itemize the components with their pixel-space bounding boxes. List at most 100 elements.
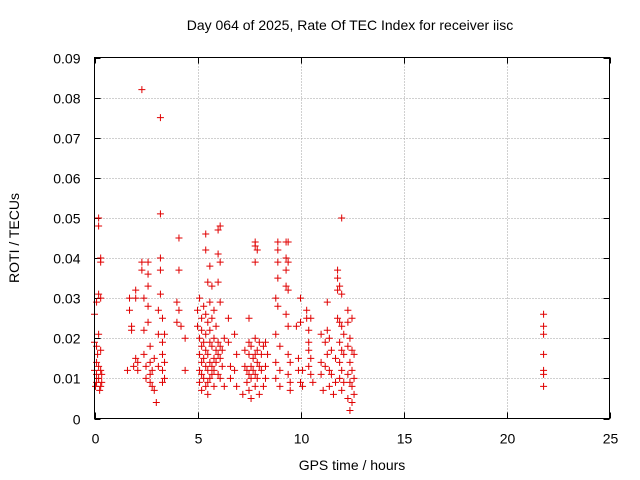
data-point [284,350,292,358]
data-point [156,266,164,274]
data-point [307,314,315,322]
data-point [175,266,183,274]
data-point [200,374,208,382]
data-point [214,338,222,346]
data-point [156,114,164,122]
data-point [216,222,224,230]
data-point [299,382,307,390]
data-point [196,350,204,358]
data-point [323,350,331,358]
data-point [284,238,292,246]
data-point [297,378,304,386]
data-point [253,374,261,382]
data-point [212,322,220,330]
data-point [245,386,253,394]
data-point [321,362,329,370]
data-point [97,382,105,390]
data-point [251,382,259,390]
data-point [292,322,300,330]
data-point [233,382,241,390]
data-point [323,298,331,306]
data-point [251,258,259,266]
data-point [249,354,257,362]
data-point [261,338,269,346]
data-point [152,398,160,406]
data-point [284,370,292,378]
data-point [251,334,259,342]
data-point [208,282,216,290]
data-point [158,338,166,346]
data-point [156,210,164,218]
data-point [346,334,354,342]
x-tick-label: 10 [294,431,310,447]
data-point [274,274,282,282]
data-point [126,306,134,314]
data-point [198,326,206,334]
data-point [204,278,212,286]
data-point [97,366,105,374]
data-point [233,350,241,358]
data-point [150,386,158,394]
data-point [95,362,103,370]
data-point [274,258,282,266]
data-point [200,338,208,346]
data-point [194,306,201,314]
data-point [156,290,164,298]
data-point [284,258,292,266]
data-point [216,258,224,266]
x-tick-label: 15 [397,431,413,447]
data-point [327,370,335,378]
data-point [305,338,313,346]
data-point [140,294,148,302]
plot-frame [94,57,610,419]
data-point [243,378,251,386]
data-point [348,346,356,354]
data-point [95,222,103,230]
data-point [231,366,239,374]
data-point [253,246,261,254]
y-tick-label: 0.01 [53,371,80,387]
data-point [245,350,253,358]
data-point [332,378,340,386]
data-point [540,350,548,358]
data-point [140,326,148,334]
data-point [350,350,358,358]
data-point [303,306,311,314]
data-point [150,354,158,362]
data-point [158,378,166,386]
data-point [340,350,348,358]
data-point [348,314,356,322]
data-point [540,382,548,390]
data-point [336,358,344,366]
chart-title: Day 064 of 2025, Rate Of TEC Index for r… [186,17,514,33]
data-point [282,254,290,262]
data-point [350,390,358,398]
data-point [202,346,210,354]
data-point [212,346,220,354]
data-point [329,390,337,398]
x-tick-label: 0 [92,431,100,447]
data-point [144,318,152,326]
data-point [144,258,152,266]
data-point [204,350,212,358]
data-point [294,354,302,362]
data-point [210,334,218,342]
data-point [146,358,154,366]
data-point [245,338,253,346]
data-point [214,250,222,258]
data-point [202,362,210,370]
data-point [210,366,218,374]
data-point [198,386,206,394]
data-point [540,370,548,378]
y-tick-label: 0.04 [53,251,80,267]
data-point [259,382,267,390]
data-point [123,366,131,374]
data-point [346,406,354,414]
data-point [338,290,346,298]
data-point [239,390,247,398]
data-point [216,374,224,382]
y-tick-label: 0.03 [53,291,80,307]
data-point [200,302,208,310]
data-point [350,374,358,382]
x-tick-label: 25 [603,431,619,447]
